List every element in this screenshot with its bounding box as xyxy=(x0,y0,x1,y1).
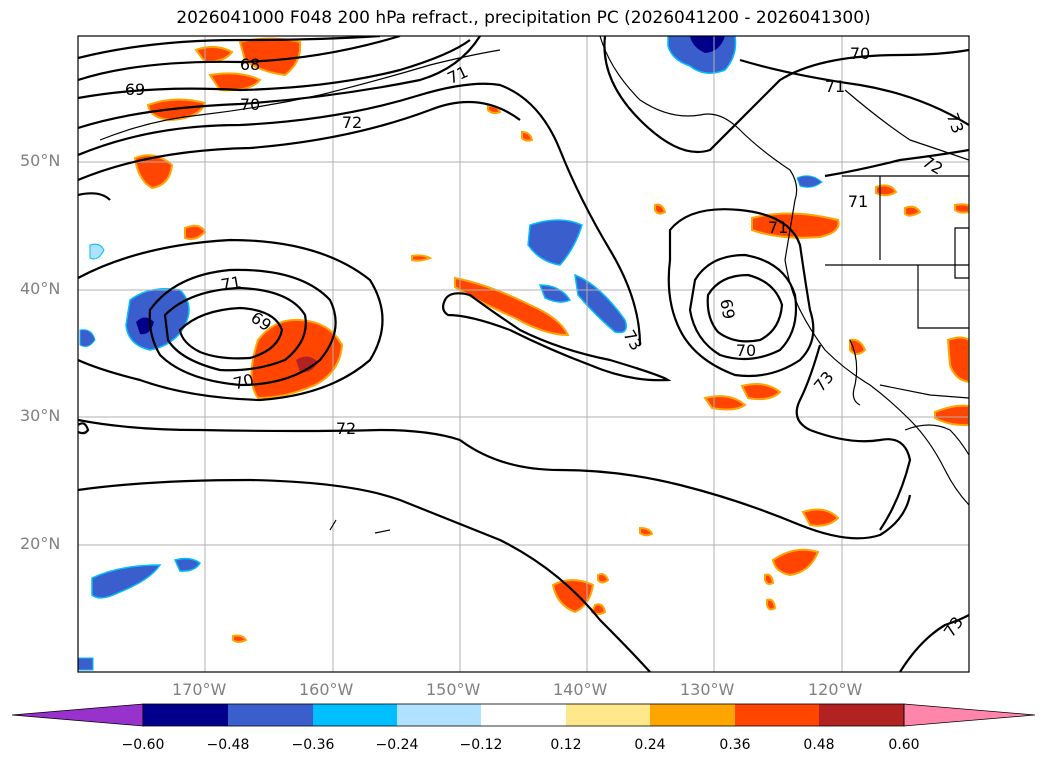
precip-negative-area xyxy=(173,557,201,572)
precip-positive-area xyxy=(703,395,747,411)
precip-positive-area xyxy=(740,383,782,401)
precip-negative-area xyxy=(796,175,823,188)
colorbar-tick-label: −0.12 xyxy=(459,737,503,753)
precip-positive-area xyxy=(639,526,654,537)
precip-negative-area xyxy=(527,219,583,266)
precip-positive-area xyxy=(208,72,262,92)
contour-label: 71 xyxy=(848,192,868,211)
precip-negative-area xyxy=(91,564,162,599)
precip-negative-area xyxy=(79,329,96,348)
plot-frame xyxy=(77,35,970,673)
lon-label: 160°W xyxy=(299,680,354,699)
precip-positive-area xyxy=(954,203,969,214)
precip-positive-area xyxy=(184,224,207,241)
precip-positive-area xyxy=(849,338,867,355)
precip-positive-area xyxy=(751,212,840,239)
precip-positive-area xyxy=(232,634,248,643)
lat-label: 20°N xyxy=(20,534,61,553)
contour-label: 70 xyxy=(231,370,256,394)
lat-label: 40°N xyxy=(20,279,61,298)
contour-label: 73 xyxy=(810,368,838,396)
precip-negative-core xyxy=(690,36,725,53)
colorbar-bin xyxy=(819,704,904,726)
precip-positive-area xyxy=(194,46,234,64)
colorbar-tick-label: −0.36 xyxy=(291,737,335,753)
contour-label: 72 xyxy=(342,113,362,132)
precip-positive-area xyxy=(250,318,344,400)
colorbar-bin xyxy=(143,704,228,726)
contour-label: 73 xyxy=(943,110,968,136)
colorbar-bin xyxy=(397,704,481,726)
map-gridlines xyxy=(78,36,969,672)
colorbar-bin xyxy=(481,704,566,726)
precip-positive-area xyxy=(764,573,775,585)
colorbar-tick-label: 0.12 xyxy=(550,737,582,753)
precip-negative-area xyxy=(78,657,94,671)
lon-label: 140°W xyxy=(553,680,608,699)
lon-label: 150°W xyxy=(426,680,481,699)
colorbar-tick-label: −0.48 xyxy=(206,737,250,753)
lat-label: 30°N xyxy=(20,406,61,425)
colorbar-extend-high xyxy=(903,703,1036,727)
map-title: 2026041000 F048 200 hPa refract., precip… xyxy=(176,8,871,28)
contour-label: 70 xyxy=(736,341,756,360)
precip-negative-area xyxy=(538,284,572,303)
colorbar-bin xyxy=(228,704,313,726)
precip-positive-area xyxy=(875,184,898,197)
precip-shading xyxy=(78,36,969,671)
precip-positive-area xyxy=(146,98,207,122)
colorbar-bin xyxy=(735,704,819,726)
precip-negative-area xyxy=(574,273,627,334)
contour-label: 69 xyxy=(716,297,738,320)
precip-positive-area xyxy=(766,598,777,611)
lon-label: 120°W xyxy=(808,680,863,699)
colorbar-tick-label: 0.36 xyxy=(719,737,751,753)
colorbar-bin xyxy=(650,704,735,726)
colorbar-tick-label: −0.60 xyxy=(121,737,165,753)
contour-label: 71 xyxy=(825,77,845,96)
precip-positive-area xyxy=(771,548,820,577)
precip-positive-area xyxy=(454,276,570,337)
contour-label: 70 xyxy=(850,44,870,63)
lon-label: 130°W xyxy=(680,680,735,699)
contour-label: 71 xyxy=(768,218,788,237)
precip-positive-area xyxy=(904,205,922,217)
colorbar-bin xyxy=(566,704,650,726)
precip-positive-area xyxy=(597,573,610,584)
precip-negative-area xyxy=(89,243,105,260)
contour-lines xyxy=(78,36,969,672)
precip-positive-area xyxy=(801,508,840,527)
precip-positive-area xyxy=(934,404,969,427)
precip-positive-area xyxy=(411,254,433,262)
precip-positive-area xyxy=(521,130,534,142)
contour-label: 70 xyxy=(240,95,260,114)
contour-label: 71 xyxy=(219,272,242,294)
lat-label: 50°N xyxy=(20,151,61,170)
contour-label: 68 xyxy=(240,55,260,74)
colorbar-bin xyxy=(313,704,397,726)
lon-label: 170°W xyxy=(172,680,227,699)
colorbar-tick-label: 0.48 xyxy=(803,737,835,753)
precip-positive-core xyxy=(296,356,318,373)
precip-negative-area xyxy=(125,288,190,351)
precip-positive-area xyxy=(946,336,969,384)
colorbar-tick-label: −0.24 xyxy=(375,737,419,753)
contour-label: 72 xyxy=(336,419,356,438)
contour-label: 69 xyxy=(125,80,145,99)
precip-positive-area xyxy=(654,203,667,215)
colorbar-tick-label: 0.24 xyxy=(634,737,666,753)
precip-positive-area xyxy=(133,154,174,190)
colorbar-tick-label: 0.60 xyxy=(888,737,920,753)
colorbar xyxy=(11,703,1036,727)
colorbar-extend-low xyxy=(11,703,144,727)
precip-positive-area xyxy=(238,37,302,77)
